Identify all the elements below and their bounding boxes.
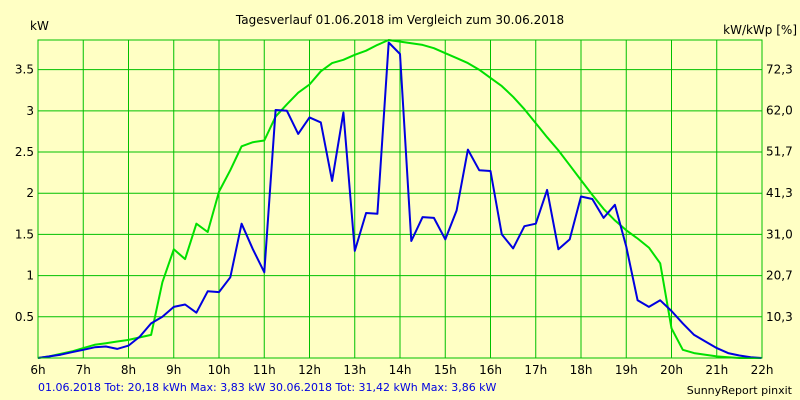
axis-ticks: 6h 7h 8h 9h 10h 11h 12h 13h 14h 15h 16h 17h 18h 19h 20… [15,63,793,377]
x-tick-label: 18h [570,363,593,377]
y-right-tick-label: 20,7 [766,268,793,282]
y-axis-left-label: kW [30,19,49,33]
footer-series1-stats: Tot: 20,18 kWh Max: 3,83 kW [104,381,266,394]
y-left-tick-label: 1 [26,269,34,283]
footer-series1-label: 01.06.2018 [38,381,101,394]
y-axis-right-label: kW/kWp [%] [723,23,797,37]
y-left-tick-label: 3.5 [15,63,34,77]
y-left-tick-label: 3 [26,104,34,118]
x-tick-label: 12h [298,363,321,377]
y-left-tick-label: 2 [26,186,34,200]
y-left-tick-label: 0.5 [15,310,34,324]
x-tick-label: 10h [208,363,231,377]
footer-legend: 01.06.2018 Tot: 20,18 kWh Max: 3,83 kW 3… [38,381,496,394]
x-tick-label: 9h [166,363,181,377]
series-line-1 [37,41,762,359]
footer-series2-stats: Tot: 31,42 kWh Max: 3,86 kW [335,381,497,394]
x-tick-label: 11h [253,363,276,377]
grid-lines [38,40,762,358]
x-tick-label: 19h [615,363,638,377]
x-tick-label: 13h [343,363,366,377]
x-tick-label: 22h [751,363,774,377]
x-tick-label: 20h [660,363,683,377]
x-tick-label: 16h [479,363,502,377]
series-line-2 [37,39,762,359]
x-tick-label: 15h [434,363,457,377]
y-right-tick-label: 51,7 [766,145,793,159]
x-tick-label: 14h [389,363,412,377]
y-left-tick-label: 1.5 [15,227,34,241]
x-tick-label: 21h [705,363,728,377]
plot-frame [37,39,763,359]
footer-credit: SunnyReport pinxit [686,384,792,397]
y-right-tick-label: 72,3 [766,63,793,77]
x-tick-label: 7h [76,363,91,377]
chart-title: Tagesverlauf 01.06.2018 im Vergleich zum… [235,13,564,27]
y-right-tick-label: 31,0 [766,227,793,241]
y-left-tick-label: 2.5 [15,145,34,159]
y-right-tick-label: 41,3 [766,186,793,200]
footer-series2-label: 30.06.2018 [268,381,332,394]
series-lines [37,39,762,359]
y-right-tick-label: 10,3 [766,310,793,324]
y-right-tick-label: 62,0 [766,104,793,118]
x-tick-label: 17h [524,363,547,377]
x-tick-label: 8h [121,363,136,377]
x-tick-label: 6h [30,363,45,377]
